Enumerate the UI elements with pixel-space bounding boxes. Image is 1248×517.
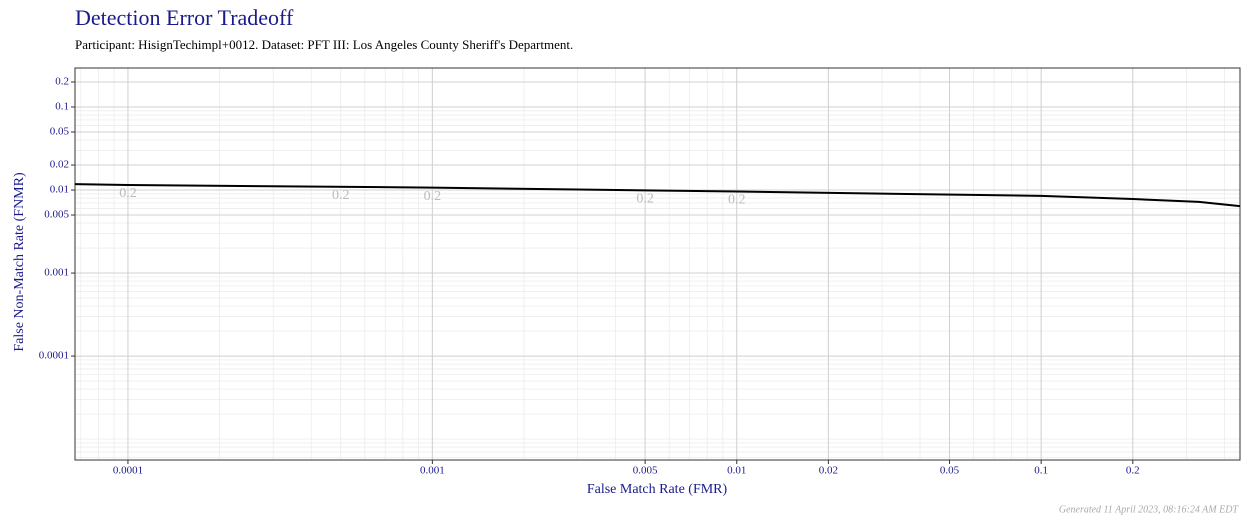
x-tick-label: 0.1 <box>1034 465 1048 477</box>
det-curve <box>74 183 1241 208</box>
y-tick-label: 0.02 <box>50 159 69 171</box>
y-tick-label: 0.1 <box>55 101 69 113</box>
y-axis-label: False Non-Match Rate (FNMR) <box>12 172 27 352</box>
y-tick-label: 0.01 <box>50 184 69 196</box>
x-tick-label: 0.05 <box>940 465 960 477</box>
x-axis-label: False Match Rate (FMR) <box>587 482 728 497</box>
x-tick-label: 0.0001 <box>113 465 143 477</box>
y-tick-label: 0.001 <box>44 267 69 279</box>
x-tick-label: 0.02 <box>819 465 838 477</box>
y-tick-label: 0.005 <box>44 209 69 221</box>
plot-frame <box>74 67 1241 461</box>
threshold-label: 0.2 <box>119 186 137 201</box>
x-tick-label: 0.2 <box>1126 465 1140 477</box>
threshold-label: 0.2 <box>636 192 654 207</box>
chart-title: Detection Error Tradeoff <box>75 5 294 30</box>
x-tick-label: 0.01 <box>727 465 746 477</box>
y-tick-label: 0.2 <box>55 76 69 88</box>
y-tick-label: 0.0001 <box>39 350 69 362</box>
threshold-label: 0.2 <box>424 189 442 204</box>
footer: Generated 11 April 2023, 08:16:24 AM EDT <box>1059 504 1240 515</box>
threshold-label: 0.2 <box>332 188 350 203</box>
threshold-label: 0.2 <box>728 193 746 208</box>
y-tick-label: 0.05 <box>50 126 70 138</box>
x-tick-label: 0.005 <box>633 465 658 477</box>
x-tick-label: 0.001 <box>420 465 445 477</box>
chart-subtitle: Participant: HisignTechimpl+0012. Datase… <box>75 37 573 52</box>
